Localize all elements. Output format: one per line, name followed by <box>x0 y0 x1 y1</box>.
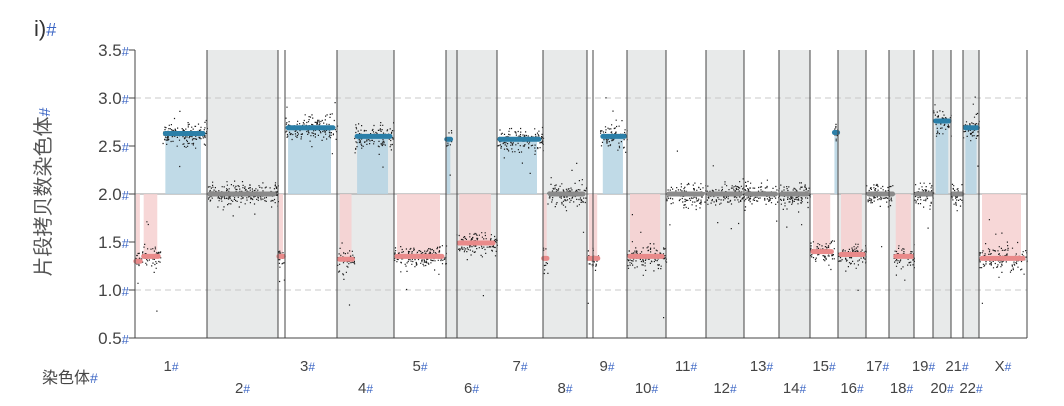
chromosome-label-19: 19# <box>912 358 936 375</box>
points-20-0 <box>933 104 952 137</box>
chromosome-label-22: 22# <box>959 380 983 397</box>
points-8-0 <box>543 247 549 275</box>
chromosome-label-9: 9# <box>599 358 614 375</box>
segment-fill-3-1 <box>288 127 331 194</box>
chromosome-label-17: 17# <box>866 358 890 375</box>
segment-fill-10-0 <box>630 194 661 257</box>
points-18-1 <box>893 244 915 281</box>
segment-fill-1-0 <box>135 194 140 262</box>
segment-fill-20-0 <box>935 121 949 194</box>
chromosome-label-X: X# <box>995 358 1012 375</box>
segment-fill-22-0 <box>965 127 977 194</box>
chromosome-label-5: 5# <box>412 358 427 375</box>
points-7-0 <box>497 126 545 174</box>
chromosome-label-13: 13# <box>750 358 774 375</box>
segment-fill-6-1 <box>459 194 491 243</box>
points-2-0 <box>207 180 279 217</box>
chromosome-label-12: 12# <box>713 380 737 397</box>
chromosome-label-4: 4# <box>358 380 373 397</box>
y-axis-title: 片段拷贝数染色体# <box>32 107 55 276</box>
chromosome-label-21: 21# <box>945 358 969 375</box>
chromosome-label-18: 18# <box>890 380 914 397</box>
points-17-0 <box>866 183 891 248</box>
segment-fill-16-0 <box>841 194 862 255</box>
chromosome-label-14: 14# <box>783 380 807 397</box>
chromosome-label-1: 1# <box>163 358 178 375</box>
segment-fill-18-1 <box>895 194 911 257</box>
points-13-0 <box>744 179 780 222</box>
y-tick-label-2.5: 2.5# <box>98 137 130 156</box>
y-tick-label-3.5: 3.5# <box>98 41 130 60</box>
segment-fill-3-0 <box>278 194 284 257</box>
points-19-0 <box>914 182 935 229</box>
segment-fill-5-0 <box>397 194 440 257</box>
segment-fill-8-0 <box>543 194 547 259</box>
chromosome-label-8: 8# <box>557 380 572 397</box>
points-12-0 <box>706 165 745 230</box>
y-tick-label-1.0: 1.0# <box>98 281 130 300</box>
points-X-0 <box>979 219 1028 304</box>
segment-fill-6-0 <box>446 139 451 194</box>
points-14-0 <box>779 182 811 228</box>
segment-lines <box>133 118 1026 264</box>
chromosome-label-20: 20# <box>930 380 954 397</box>
chromosome-label-2: 2# <box>235 380 250 397</box>
chromosome-label-7: 7# <box>512 358 527 375</box>
axes <box>129 49 1028 339</box>
chromosome-label-10: 10# <box>635 380 659 397</box>
segment-fill-9-1 <box>602 136 623 194</box>
points-1-1 <box>140 221 162 312</box>
segment-fill-X-0 <box>982 194 1021 259</box>
chromosome-label-6: 6# <box>464 380 479 397</box>
chromosome-label-11: 11# <box>675 358 698 375</box>
chromosome-label-16: 16# <box>840 380 864 397</box>
segment-fills <box>135 121 1021 262</box>
points-21-0 <box>951 183 964 212</box>
x-axis-title: 染色体# <box>42 369 98 387</box>
y-tick-label-2.0: 2.0# <box>98 185 130 204</box>
chromosome-label-15: 15# <box>812 358 836 375</box>
y-tick-label-0.5: 0.5# <box>98 329 130 348</box>
chromosome-label-3: 3# <box>300 358 315 375</box>
labels: i)# 片段拷贝数染色体# 染色体# 0.5# 1.0# 1.5# 2.0# 2.5# 3… <box>32 16 1012 397</box>
panel-label: i)# <box>34 16 56 41</box>
points-5-0 <box>394 245 448 291</box>
points-15-0 <box>810 240 835 271</box>
y-tick-label-3.0: 3.0# <box>98 89 130 108</box>
y-tick-label-1.5: 1.5# <box>98 233 130 252</box>
segment-fill-7-0 <box>500 139 537 194</box>
segment-fill-1-2 <box>165 133 201 194</box>
segment-fill-15-0 <box>813 194 831 252</box>
segment-fill-4-0 <box>339 194 352 260</box>
points-11-0 <box>666 150 707 226</box>
segment-fill-15-1 <box>834 132 838 194</box>
segment-fill-1-1 <box>143 194 158 257</box>
